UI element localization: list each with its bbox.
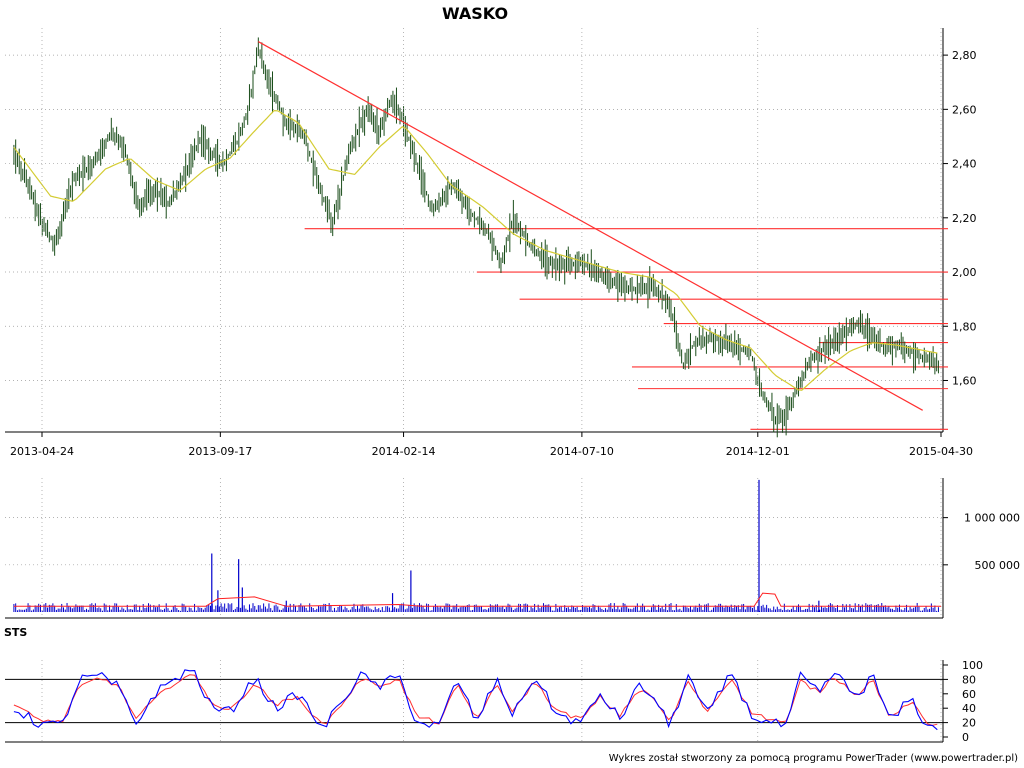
price-panel: 1,60 1,80 2,00 2,20 2,40 2,60 2,80 bbox=[5, 28, 977, 438]
sts-tick-label: 100 bbox=[962, 659, 983, 672]
price-tick-label: 1,80 bbox=[952, 320, 977, 333]
sts-tick-label: 0 bbox=[962, 731, 969, 744]
volume-tick-label: 1 000 000 bbox=[964, 512, 1020, 525]
sts-tick-label: 80 bbox=[962, 673, 976, 686]
date-x-axis: 2013-04-24 2013-09-17 2014-02-14 2014-07-10… bbox=[10, 28, 973, 742]
price-tick-label: 1,60 bbox=[952, 374, 977, 387]
sts-d-line bbox=[13, 674, 938, 726]
date-tick-label: 2014-12-01 bbox=[726, 445, 790, 458]
volume-average-line bbox=[13, 592, 941, 607]
volume-panel: 500 000 1 000 000 bbox=[5, 478, 1020, 619]
volume-grid bbox=[5, 517, 943, 566]
price-y-axis: 1,60 1,80 2,00 2,20 2,40 2,60 2,80 bbox=[943, 49, 977, 387]
sts-grid bbox=[5, 678, 943, 724]
sts-label: STS bbox=[4, 626, 27, 639]
date-tick-label: 2014-07-10 bbox=[550, 445, 614, 458]
date-tick-label: 2013-09-17 bbox=[188, 445, 252, 458]
volume-y-axis: 500 000 1 000 000 bbox=[943, 512, 1020, 572]
sts-k-line bbox=[13, 669, 938, 731]
price-tick-label: 2,80 bbox=[952, 49, 977, 62]
price-tick-label: 2,20 bbox=[952, 212, 977, 225]
date-tick-label: 2013-04-24 bbox=[10, 445, 74, 458]
chart-title: WASKO bbox=[442, 4, 508, 23]
date-tick-label: 2015-04-30 bbox=[909, 445, 973, 458]
footer-credit: Wykres został stworzony za pomocą progra… bbox=[609, 753, 1018, 764]
volume-bars bbox=[13, 479, 939, 612]
moving-average-line bbox=[13, 109, 938, 391]
volume-tick-label: 500 000 bbox=[975, 559, 1021, 572]
sts-tick-label: 40 bbox=[962, 702, 976, 715]
price-tick-label: 2,00 bbox=[952, 266, 977, 279]
date-tick-label: 2014-02-14 bbox=[372, 445, 436, 458]
sts-tick-label: 60 bbox=[962, 688, 976, 701]
trend-line bbox=[257, 41, 923, 411]
sts-tick-label: 20 bbox=[962, 717, 976, 730]
price-tick-label: 2,60 bbox=[952, 103, 977, 116]
price-bars bbox=[13, 37, 939, 438]
price-tick-label: 2,40 bbox=[952, 158, 977, 171]
